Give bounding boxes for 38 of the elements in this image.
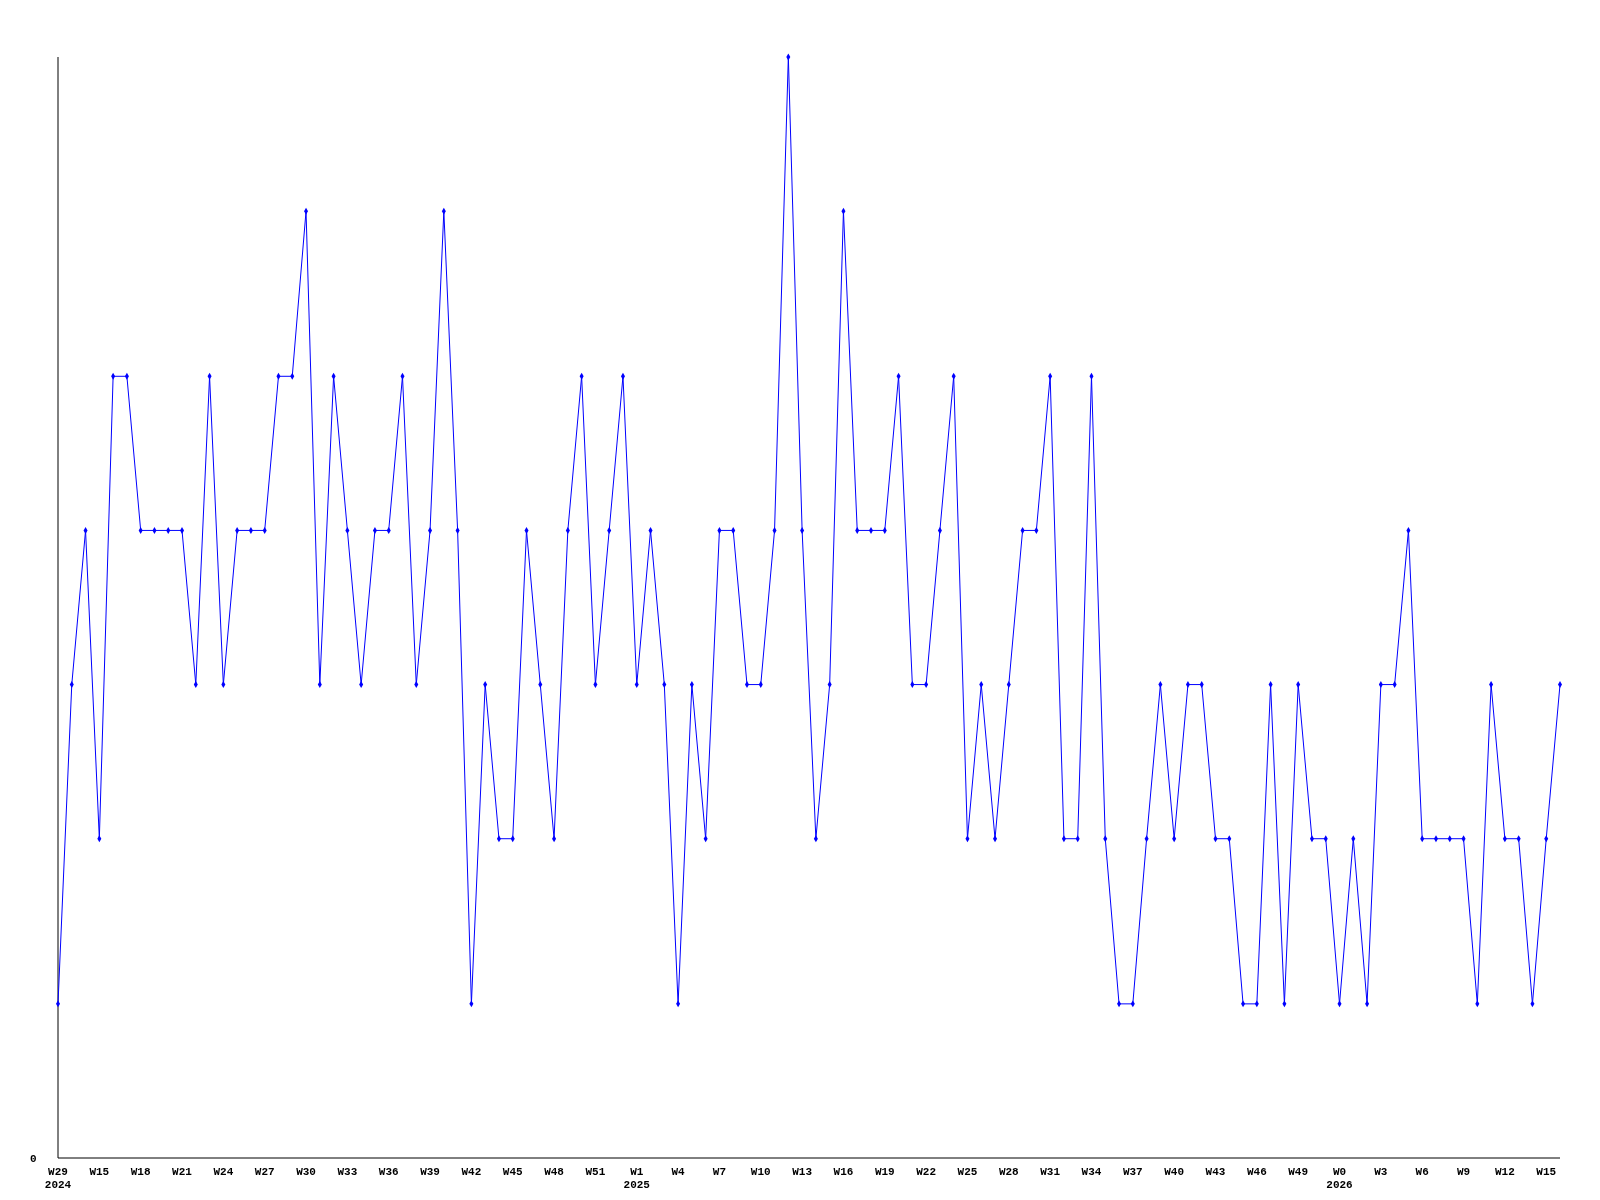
x-tick-label: W12	[1494, 1166, 1515, 1178]
x-tick-label: W9	[1456, 1166, 1471, 1178]
x-tick-label: W43	[1205, 1166, 1226, 1178]
x-tick-label: W27	[254, 1166, 275, 1178]
x-tick-label: W22	[916, 1166, 937, 1178]
x-tick-label: W39	[420, 1166, 440, 1178]
x-tick-label: W21	[172, 1166, 193, 1178]
x-tick-label: W10	[750, 1166, 771, 1178]
x-tick-label: W16	[833, 1166, 854, 1178]
x-tick-label: W31	[1040, 1166, 1061, 1178]
x-tick-label: W15	[89, 1166, 110, 1178]
x-tick-label: W24	[213, 1166, 234, 1178]
x-tick-label: W51	[585, 1166, 606, 1178]
x-tick-label: W29 2024	[44, 1166, 72, 1191]
x-tick-label: W0 2026	[1326, 1166, 1353, 1191]
x-tick-label: W6	[1415, 1166, 1429, 1178]
x-tick-label: W30	[296, 1166, 316, 1178]
x-tick-label: W18	[130, 1166, 151, 1178]
x-tick-label: W25	[957, 1166, 978, 1178]
x-tick-label: W45	[502, 1166, 524, 1178]
x-tick-label: W49	[1288, 1166, 1309, 1178]
x-tick-label: W7	[712, 1166, 727, 1178]
x-tick-label: W1 2025	[623, 1166, 651, 1191]
x-tick-label: W34	[1081, 1166, 1102, 1178]
text: 0	[30, 1153, 37, 1165]
x-tick-label: W37	[1122, 1166, 1143, 1178]
x-tick-label: W33	[337, 1166, 358, 1178]
x-tick-label: W3	[1374, 1166, 1388, 1178]
x-tick-label: W36	[378, 1166, 399, 1178]
x-tick-label: W46	[1246, 1166, 1267, 1178]
x-tick-label: W42	[461, 1166, 482, 1178]
x-tick-label: W4	[671, 1166, 686, 1178]
x-tick-label: W28	[998, 1166, 1020, 1178]
x-tick-label: W48	[544, 1166, 565, 1178]
x-tick-label: W13	[792, 1166, 813, 1178]
x-tick-label: W15	[1536, 1166, 1557, 1178]
x-tick-label: W19	[874, 1166, 895, 1178]
x-tick-label: W40	[1164, 1166, 1185, 1178]
